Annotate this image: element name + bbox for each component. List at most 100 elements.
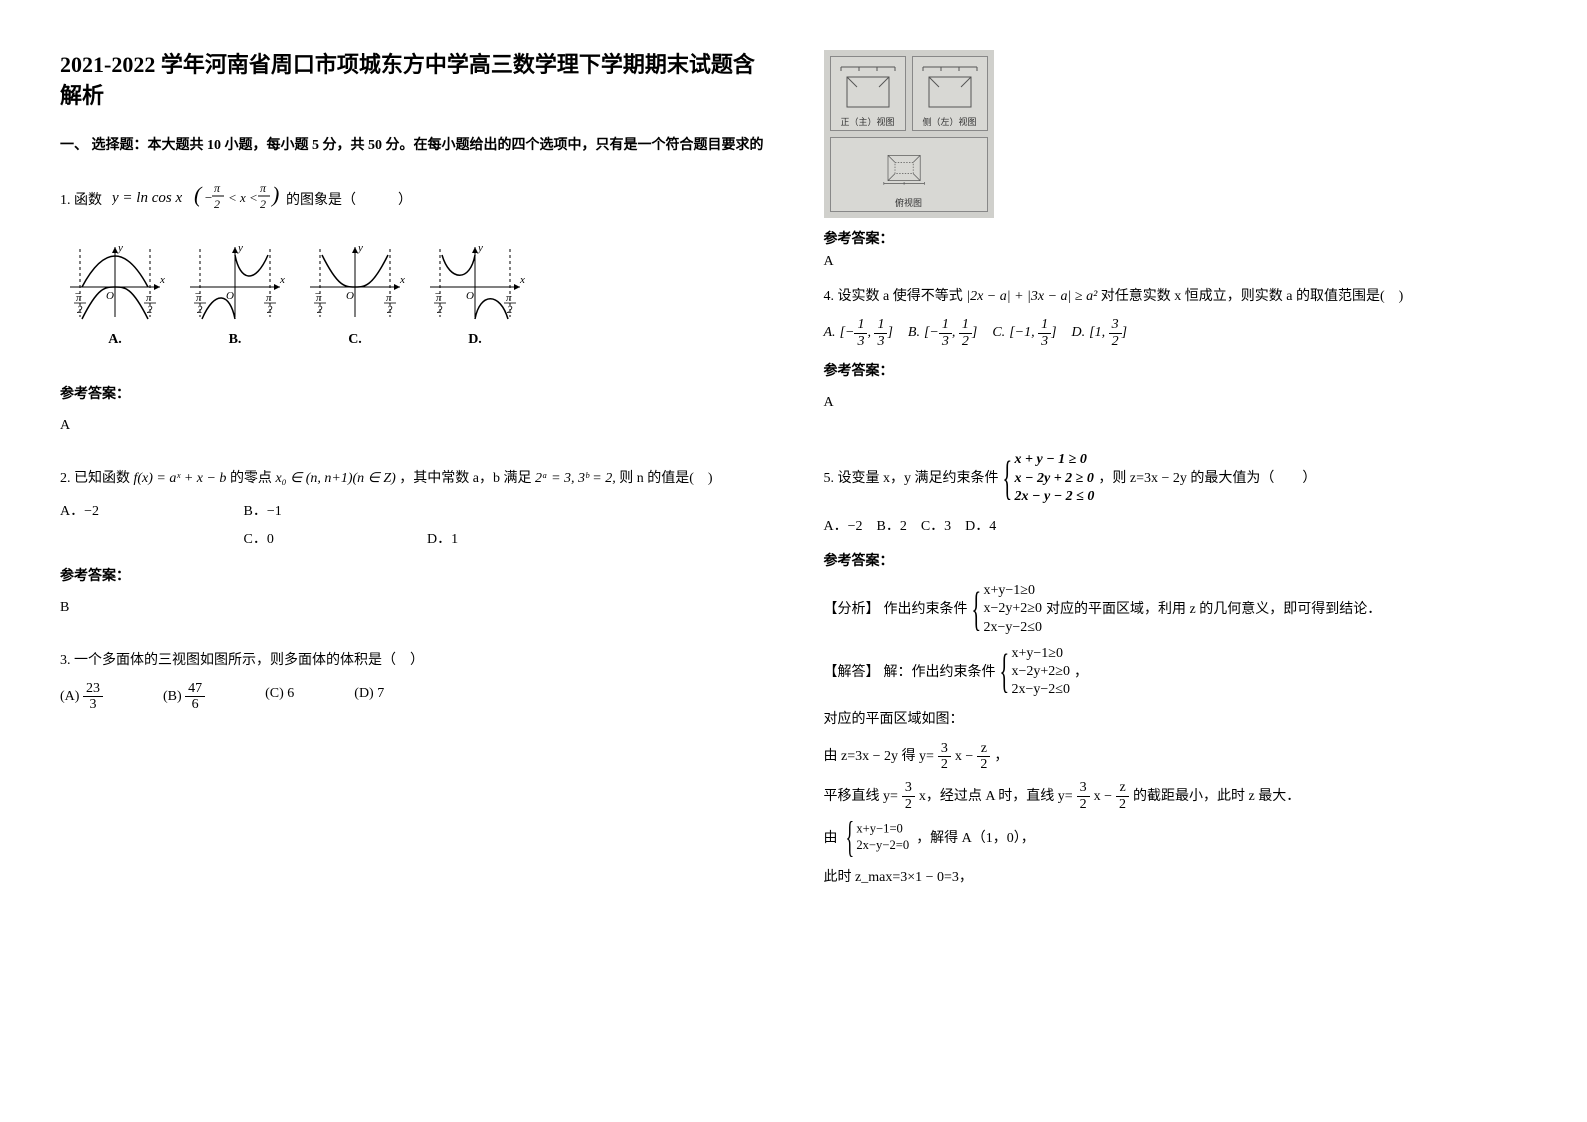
q1-answer: A <box>60 413 764 438</box>
q2-math-c: 2ᵃ = 3, 3ᵇ = 2, <box>535 471 616 486</box>
svg-text:O: O <box>346 290 354 302</box>
q5-solve-b: ， <box>1074 660 1088 685</box>
q5-analysis-b: 对应的平面区域，利用 z 的几何意义，即可得到结论． <box>1046 597 1381 622</box>
q2-answer: B <box>60 595 764 620</box>
question-2: 2. 已知函数 f(x) = aˣ + x − b 的零点 x₀ ∈ (n, n… <box>60 466 764 634</box>
q5-solve-a: 解：作出约束条件 <box>884 660 996 685</box>
q5-solve-system-2: x+y−1=0 2x−y−2=0 <box>845 822 909 855</box>
q4-int-d: [1, 32] <box>1089 317 1127 349</box>
graph-a-svg: x y − π 2 O π 2 <box>60 237 170 323</box>
q1-label-d: D. <box>468 327 482 352</box>
q2-text-a: 2. 已知函数 <box>60 471 134 486</box>
q1-label-b: B. <box>229 327 242 352</box>
svg-text:y: y <box>237 242 243 254</box>
q5-line-solve: 由 x+y−1=0 2x−y−2=0 ，解得 A（1，0）， <box>824 820 1528 856</box>
q5-solve-system: x+y−1≥0 x−2y+2≥0 2x−y−2≤0 <box>1000 645 1070 700</box>
svg-text:x: x <box>399 274 405 286</box>
svg-text:2: 2 <box>77 304 83 316</box>
right-column: 正（主）视图 侧（左）视图 <box>824 50 1528 1072</box>
svg-text:π: π <box>506 292 512 304</box>
q2-math-b: x₀ ∈ (n, n+1)(n ∈ Z) <box>275 471 395 486</box>
svg-text:π: π <box>436 292 442 304</box>
front-view: 正（主）视图 <box>830 56 906 131</box>
svg-text:O: O <box>466 290 474 302</box>
svg-text:2: 2 <box>260 197 266 211</box>
q4-text-b: 对任意实数 x 恒成立，则实数 a 的取值范围是( ) <box>1101 289 1404 304</box>
q4-answer: A <box>824 390 1528 415</box>
q2-choice-a: A．−2 <box>60 498 240 526</box>
q2-text-b: 的零点 <box>230 471 276 486</box>
svg-text:π: π <box>214 181 221 195</box>
q1-prefix: 1. 函数 <box>60 188 102 213</box>
q1-suffix: 的图象是（ ） <box>286 188 412 213</box>
svg-text:π: π <box>76 292 82 304</box>
svg-text:π: π <box>316 292 322 304</box>
q1-label-c: C. <box>348 327 362 352</box>
q2-choice-c: C．0 <box>244 526 424 554</box>
q5-line-region: 对应的平面区域如图： <box>824 707 1528 732</box>
graph-c-svg: x y − π 2 O π 2 <box>300 237 410 323</box>
q5-solve-label: 【解答】 <box>824 660 880 685</box>
q4-math-a: |2x − a| + |3x − a| ≥ a² <box>966 289 1097 304</box>
question-1: 1. 函数 y = ln cos x ( − π 2 < x < π 2 ) 的… <box>60 168 764 453</box>
svg-text:y: y <box>357 242 363 254</box>
svg-text:O: O <box>106 290 114 302</box>
svg-text:π: π <box>386 292 392 304</box>
q1-graph-c: x y − π 2 O π 2 C. <box>300 237 410 352</box>
left-column: 2021-2022 学年河南省周口市项城东方中学高三数学理下学期期末试题含解析 … <box>60 50 764 1072</box>
svg-text:π: π <box>266 292 272 304</box>
q1-label-a: A. <box>108 327 122 352</box>
svg-text:2: 2 <box>387 304 393 316</box>
svg-text:2: 2 <box>437 304 443 316</box>
q4-letter-c: C. <box>992 320 1005 345</box>
q1-formula: y = ln cos x ( − π 2 < x < π 2 ) <box>112 176 282 225</box>
svg-text:O: O <box>226 290 234 302</box>
q1-graph-a: x y − π 2 O π 2 <box>60 237 170 352</box>
q5-choices: A．−2 B．2 C．3 D．4 <box>824 514 1528 539</box>
svg-text:(: ( <box>194 182 203 207</box>
q1-answer-label: 参考答案： <box>60 382 764 407</box>
q5-answer-label: 参考答案： <box>824 549 1528 574</box>
q5-line-move: 平移直线 y= 32 x，经过点 A 时，直线 y= 32 x − z2 的截距… <box>824 780 1528 812</box>
svg-text:π: π <box>146 292 152 304</box>
svg-text:2: 2 <box>147 304 153 316</box>
exam-title: 2021-2022 学年河南省周口市项城东方中学高三数学理下学期期末试题含解析 <box>60 50 764 112</box>
q4-letter-a: A. <box>824 320 836 345</box>
svg-text:y = ln cos x: y = ln cos x <box>112 190 182 206</box>
q2-answer-label: 参考答案： <box>60 564 764 589</box>
svg-text:−: − <box>204 190 213 205</box>
q5-line-z: 由 z=3x − 2y 得 y= 32 x − z2 ， <box>824 741 1528 773</box>
svg-text:2: 2 <box>214 197 220 211</box>
q4-choices: A. [−13, 13] B. [−13, 12] C. [−1, 13] D.… <box>824 317 1528 349</box>
q4-int-c: [−1, 13] <box>1009 317 1056 349</box>
svg-text:< x <: < x < <box>228 190 258 205</box>
side-view: 侧（左）视图 <box>912 56 988 131</box>
top-view-label: 俯视图 <box>895 196 922 209</box>
question-3: 3. 一个多面体的三视图如图所示，则多面体的体积是（ ） (A) 233 (B)… <box>60 648 764 713</box>
svg-text:x: x <box>159 274 165 286</box>
q4-int-a: [−13, 13] <box>840 317 893 349</box>
q1-graph-b: x y − π 2 O π 2 B. <box>180 237 290 352</box>
q5-line-max: 此时 z_max=3×1 − 0=3， <box>824 865 1528 890</box>
q5-system: x + y − 1 ≥ 0 x − 2y + 2 ≥ 0 2x − y − 2 … <box>1003 451 1095 506</box>
section-1-heading: 一、 选择题：本大题共 10 小题，每小题 5 分，共 50 分。在每小题给出的… <box>60 134 764 154</box>
front-view-label: 正（主）视图 <box>840 115 894 128</box>
q4-int-b: [−13, 12] <box>924 317 977 349</box>
q3-choice-d: (D) 7 <box>354 681 384 713</box>
graph-b-svg: x y − π 2 O π 2 <box>180 237 290 323</box>
q3-choice-a: (A) 233 <box>60 681 103 713</box>
q3-choice-b: (B) 476 <box>163 681 205 713</box>
side-view-label: 侧（左）视图 <box>922 115 976 128</box>
svg-text:2: 2 <box>267 304 273 316</box>
q5-analysis-label: 【分析】 <box>824 597 880 622</box>
question-4: 4. 设实数 a 使得不等式 |2x − a| + |3x − a| ≥ a² … <box>824 284 1528 429</box>
q2-choice-b: B．−1 <box>244 498 424 526</box>
svg-text:π: π <box>196 292 202 304</box>
q3-text: 3. 一个多面体的三视图如图所示，则多面体的体积是（ ） <box>60 648 764 673</box>
q3-choices: (A) 233 (B) 476 (C) 6 (D) 7 <box>60 681 764 713</box>
svg-text:2: 2 <box>507 304 513 316</box>
q1-graphs: x y − π 2 O π 2 <box>60 237 764 352</box>
q1-graph-d: x y − π 2 O π 2 D. <box>420 237 530 352</box>
top-view: 俯视图 <box>830 137 988 212</box>
q5-text-b: ，则 z=3x − 2y 的最大值为（ ） <box>1098 466 1316 491</box>
